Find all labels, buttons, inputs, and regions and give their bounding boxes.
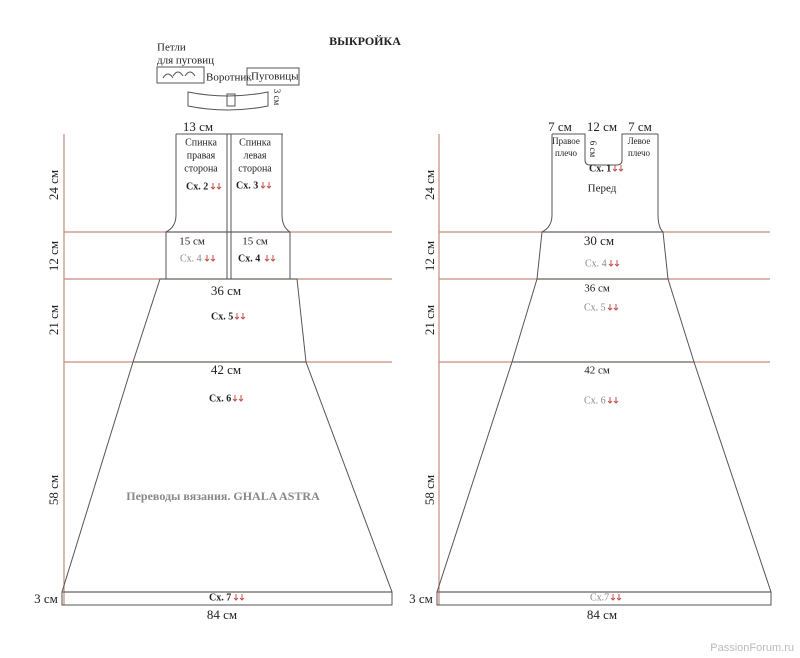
label: 3 см bbox=[272, 89, 282, 106]
label: сторона bbox=[184, 163, 218, 174]
back-outline bbox=[61, 133, 393, 606]
collar-shape bbox=[187, 91, 269, 111]
scheme: Сх. 4 bbox=[238, 253, 260, 264]
scheme: Сх. 6 bbox=[584, 395, 606, 406]
dimension: 36 см bbox=[584, 283, 610, 295]
dimension: 24 см bbox=[422, 170, 437, 200]
dimension: 84 см bbox=[207, 607, 237, 622]
arrows bbox=[210, 183, 222, 190]
dimension: 12 см bbox=[46, 241, 61, 271]
dimension: 3 см bbox=[34, 591, 58, 606]
arrows bbox=[232, 395, 244, 402]
arrows bbox=[610, 594, 622, 601]
label: плечо bbox=[628, 148, 651, 158]
label: Перед bbox=[588, 183, 617, 195]
scheme: Сх. 3 bbox=[236, 180, 258, 191]
box bbox=[246, 67, 300, 86]
dimension: 15 см bbox=[242, 236, 268, 248]
dimension: 15 см bbox=[179, 236, 205, 248]
scheme: Сх. 6 bbox=[209, 393, 231, 404]
dimension: 30 см bbox=[584, 233, 614, 248]
scheme: Сх. 4 bbox=[180, 253, 202, 264]
credit: Переводы вязания. GHALA ASTRA bbox=[126, 489, 320, 503]
dimension: 21 см bbox=[422, 305, 437, 335]
title: ВЫКРОЙКА bbox=[329, 34, 401, 48]
scheme: Сх.7 bbox=[590, 592, 609, 603]
watermark: PassionForum.ru bbox=[710, 642, 794, 654]
dimension: 6 см bbox=[588, 141, 598, 158]
scheme: Сх. 5 bbox=[584, 302, 606, 313]
scheme: Сх. 5 bbox=[211, 311, 233, 322]
arrows bbox=[607, 397, 619, 404]
dimension: 58 см bbox=[422, 475, 437, 505]
arrows bbox=[264, 255, 276, 262]
dimension: 24 см bbox=[46, 170, 61, 200]
label: для пуговиц bbox=[157, 55, 214, 67]
label: Правое bbox=[552, 136, 580, 146]
arrows bbox=[612, 165, 624, 172]
dimension: 13 см bbox=[183, 119, 213, 134]
label: правая bbox=[187, 150, 216, 161]
scheme: Сх. 2 bbox=[186, 181, 208, 192]
label: левая bbox=[243, 150, 266, 161]
label: Спинка bbox=[185, 137, 217, 148]
dimension: 42 см bbox=[211, 362, 241, 377]
dimension: 7 см bbox=[628, 119, 652, 134]
label: Петли bbox=[157, 42, 186, 54]
scheme: Сх. 4 bbox=[585, 258, 607, 269]
box bbox=[156, 66, 205, 84]
dimension: 7 см bbox=[548, 119, 572, 134]
dimension: 12 см bbox=[422, 241, 437, 271]
arrows bbox=[234, 313, 246, 320]
dimension: 84 см bbox=[587, 607, 617, 622]
scheme: Сх. 7 bbox=[209, 592, 231, 603]
arrows bbox=[608, 260, 620, 267]
arrows bbox=[233, 594, 245, 601]
dimension: 21 см bbox=[46, 305, 61, 335]
button-strip bbox=[226, 93, 236, 107]
dimension: 58 см bbox=[46, 475, 61, 505]
label: Спинка bbox=[239, 137, 271, 148]
label: сторона bbox=[238, 163, 272, 174]
arrows bbox=[204, 255, 216, 262]
dimension: 36 см bbox=[211, 283, 241, 298]
arrows bbox=[607, 304, 619, 311]
label: Пуговицы bbox=[251, 71, 299, 83]
label: плечо bbox=[555, 148, 578, 158]
dimension: 42 см bbox=[584, 365, 610, 377]
loops bbox=[162, 71, 196, 79]
scheme: Сх. 1 bbox=[589, 163, 611, 174]
label: Левое bbox=[628, 136, 651, 146]
dimension: 12 см bbox=[587, 119, 617, 134]
front-outline bbox=[436, 133, 772, 606]
arrows bbox=[260, 182, 272, 189]
dimension: 3 см bbox=[409, 591, 433, 606]
label: Воротник bbox=[206, 72, 252, 84]
